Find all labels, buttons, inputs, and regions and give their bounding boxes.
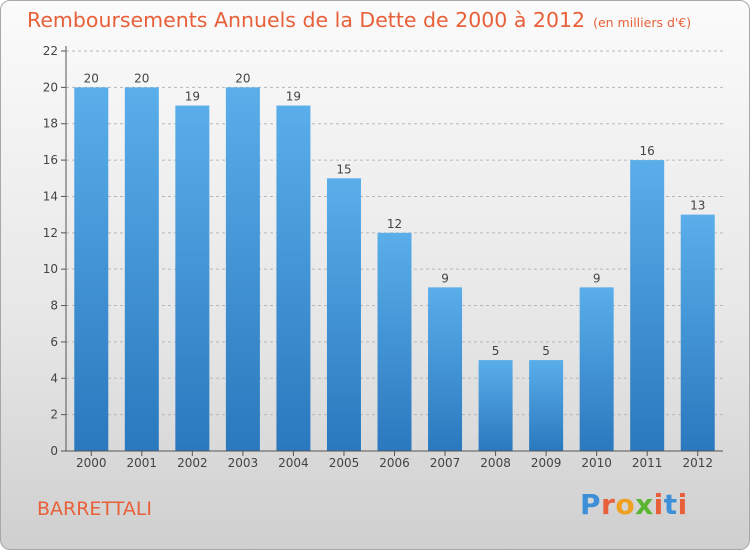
bar-value-label: 9 xyxy=(441,271,449,285)
y-tick-label: 16 xyxy=(43,153,58,167)
bar xyxy=(579,287,614,451)
bar xyxy=(326,178,361,452)
bar-value-label: 20 xyxy=(134,71,149,85)
x-tick-label: 2005 xyxy=(329,456,360,470)
chart-subtitle: (en milliers d'€) xyxy=(593,15,692,30)
bar-value-label: 16 xyxy=(640,144,655,158)
bar-value-label: 19 xyxy=(286,90,301,104)
logo-letter: r xyxy=(601,488,616,521)
y-tick-label: 2 xyxy=(50,408,58,422)
bar-value-label: 15 xyxy=(336,162,351,176)
x-tick-label: 2010 xyxy=(581,456,612,470)
bar xyxy=(225,87,260,451)
bar xyxy=(630,160,665,451)
logo-letter: o xyxy=(615,488,636,521)
x-tick-label: 2002 xyxy=(177,456,208,470)
bar-value-label: 19 xyxy=(185,90,200,104)
bar-value-label: 9 xyxy=(593,271,601,285)
chart-title: Remboursements Annuels de la Dette de 20… xyxy=(27,8,691,32)
bar-value-label: 13 xyxy=(690,199,705,213)
x-tick-label: 2000 xyxy=(76,456,107,470)
y-tick-label: 12 xyxy=(43,226,58,240)
bar xyxy=(175,105,210,451)
x-tick-label: 2011 xyxy=(632,456,663,470)
x-tick-label: 2012 xyxy=(682,456,713,470)
y-tick-label: 18 xyxy=(43,117,58,131)
y-tick-label: 4 xyxy=(50,371,58,385)
logo-letter: x xyxy=(635,488,654,521)
x-tick-label: 2007 xyxy=(430,456,461,470)
bar xyxy=(377,232,412,451)
y-tick-label: 20 xyxy=(43,80,58,94)
y-tick-label: 6 xyxy=(50,335,58,349)
bar xyxy=(276,105,311,451)
bar xyxy=(680,214,715,451)
bar xyxy=(478,360,513,451)
chart-title-text: Remboursements Annuels de la Dette de 20… xyxy=(27,8,586,32)
y-tick-label: 8 xyxy=(50,299,58,313)
bar-value-label: 20 xyxy=(84,71,99,85)
x-tick-label: 2004 xyxy=(278,456,309,470)
bar xyxy=(428,287,463,451)
y-tick-label: 14 xyxy=(43,189,58,203)
x-tick-label: 2001 xyxy=(127,456,158,470)
logo-letter: i xyxy=(677,488,688,521)
y-tick-label: 22 xyxy=(43,44,58,58)
logo-letter: t xyxy=(663,488,678,521)
bar-value-label: 20 xyxy=(235,71,250,85)
bar xyxy=(529,360,564,451)
bar-value-label: 5 xyxy=(542,344,550,358)
proxiti-logo[interactable]: Proxiti xyxy=(580,488,688,521)
y-tick-label: 10 xyxy=(43,262,58,276)
bar xyxy=(124,87,159,451)
logo-letter: P xyxy=(580,488,602,521)
bar xyxy=(74,87,109,451)
x-tick-label: 2009 xyxy=(531,456,562,470)
bar-value-label: 5 xyxy=(492,344,500,358)
bar-value-label: 12 xyxy=(387,217,402,231)
x-tick-label: 2006 xyxy=(379,456,410,470)
commune-name: BARRETTALI xyxy=(37,498,153,520)
logo-letter: i xyxy=(653,488,664,521)
x-tick-label: 2008 xyxy=(480,456,511,470)
y-tick-label: 0 xyxy=(50,444,58,458)
x-tick-label: 2003 xyxy=(228,456,259,470)
